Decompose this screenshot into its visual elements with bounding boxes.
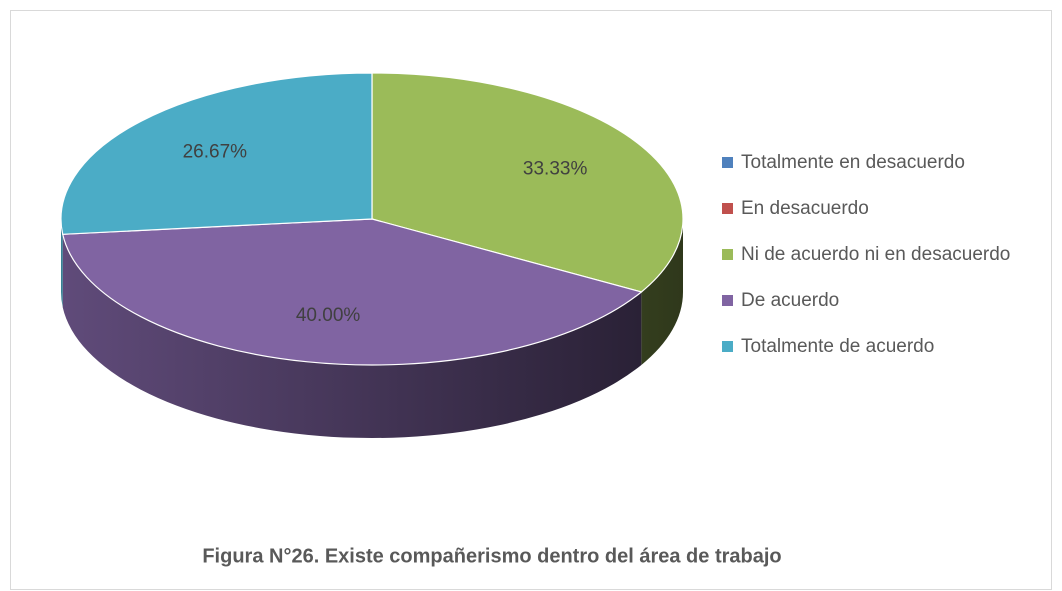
legend-swatch — [722, 203, 733, 214]
slice-side — [61, 219, 63, 308]
legend-swatch — [722, 249, 733, 260]
legend-label: Ni de acuerdo ni en desacuerdo — [741, 244, 1010, 265]
legend-swatch — [722, 341, 733, 352]
data-label: 26.67% — [183, 142, 248, 163]
chart-title: Figura N°26. Existe compañerismo dentro … — [202, 545, 781, 567]
slice-side — [62, 234, 642, 438]
slice-side — [641, 219, 683, 365]
legend-label: Totalmente de acuerdo — [741, 336, 934, 357]
data-label: 40.00% — [296, 305, 361, 326]
data-label: 33.33% — [523, 158, 588, 179]
legend-swatch — [722, 157, 733, 168]
slice — [61, 218, 643, 366]
legend-label: De acuerdo — [741, 290, 839, 311]
legend-swatch — [722, 295, 733, 306]
legend-label: En desacuerdo — [741, 198, 869, 219]
slice — [371, 72, 684, 293]
slice — [60, 72, 373, 235]
legend-label: Totalmente en desacuerdo — [741, 152, 965, 173]
